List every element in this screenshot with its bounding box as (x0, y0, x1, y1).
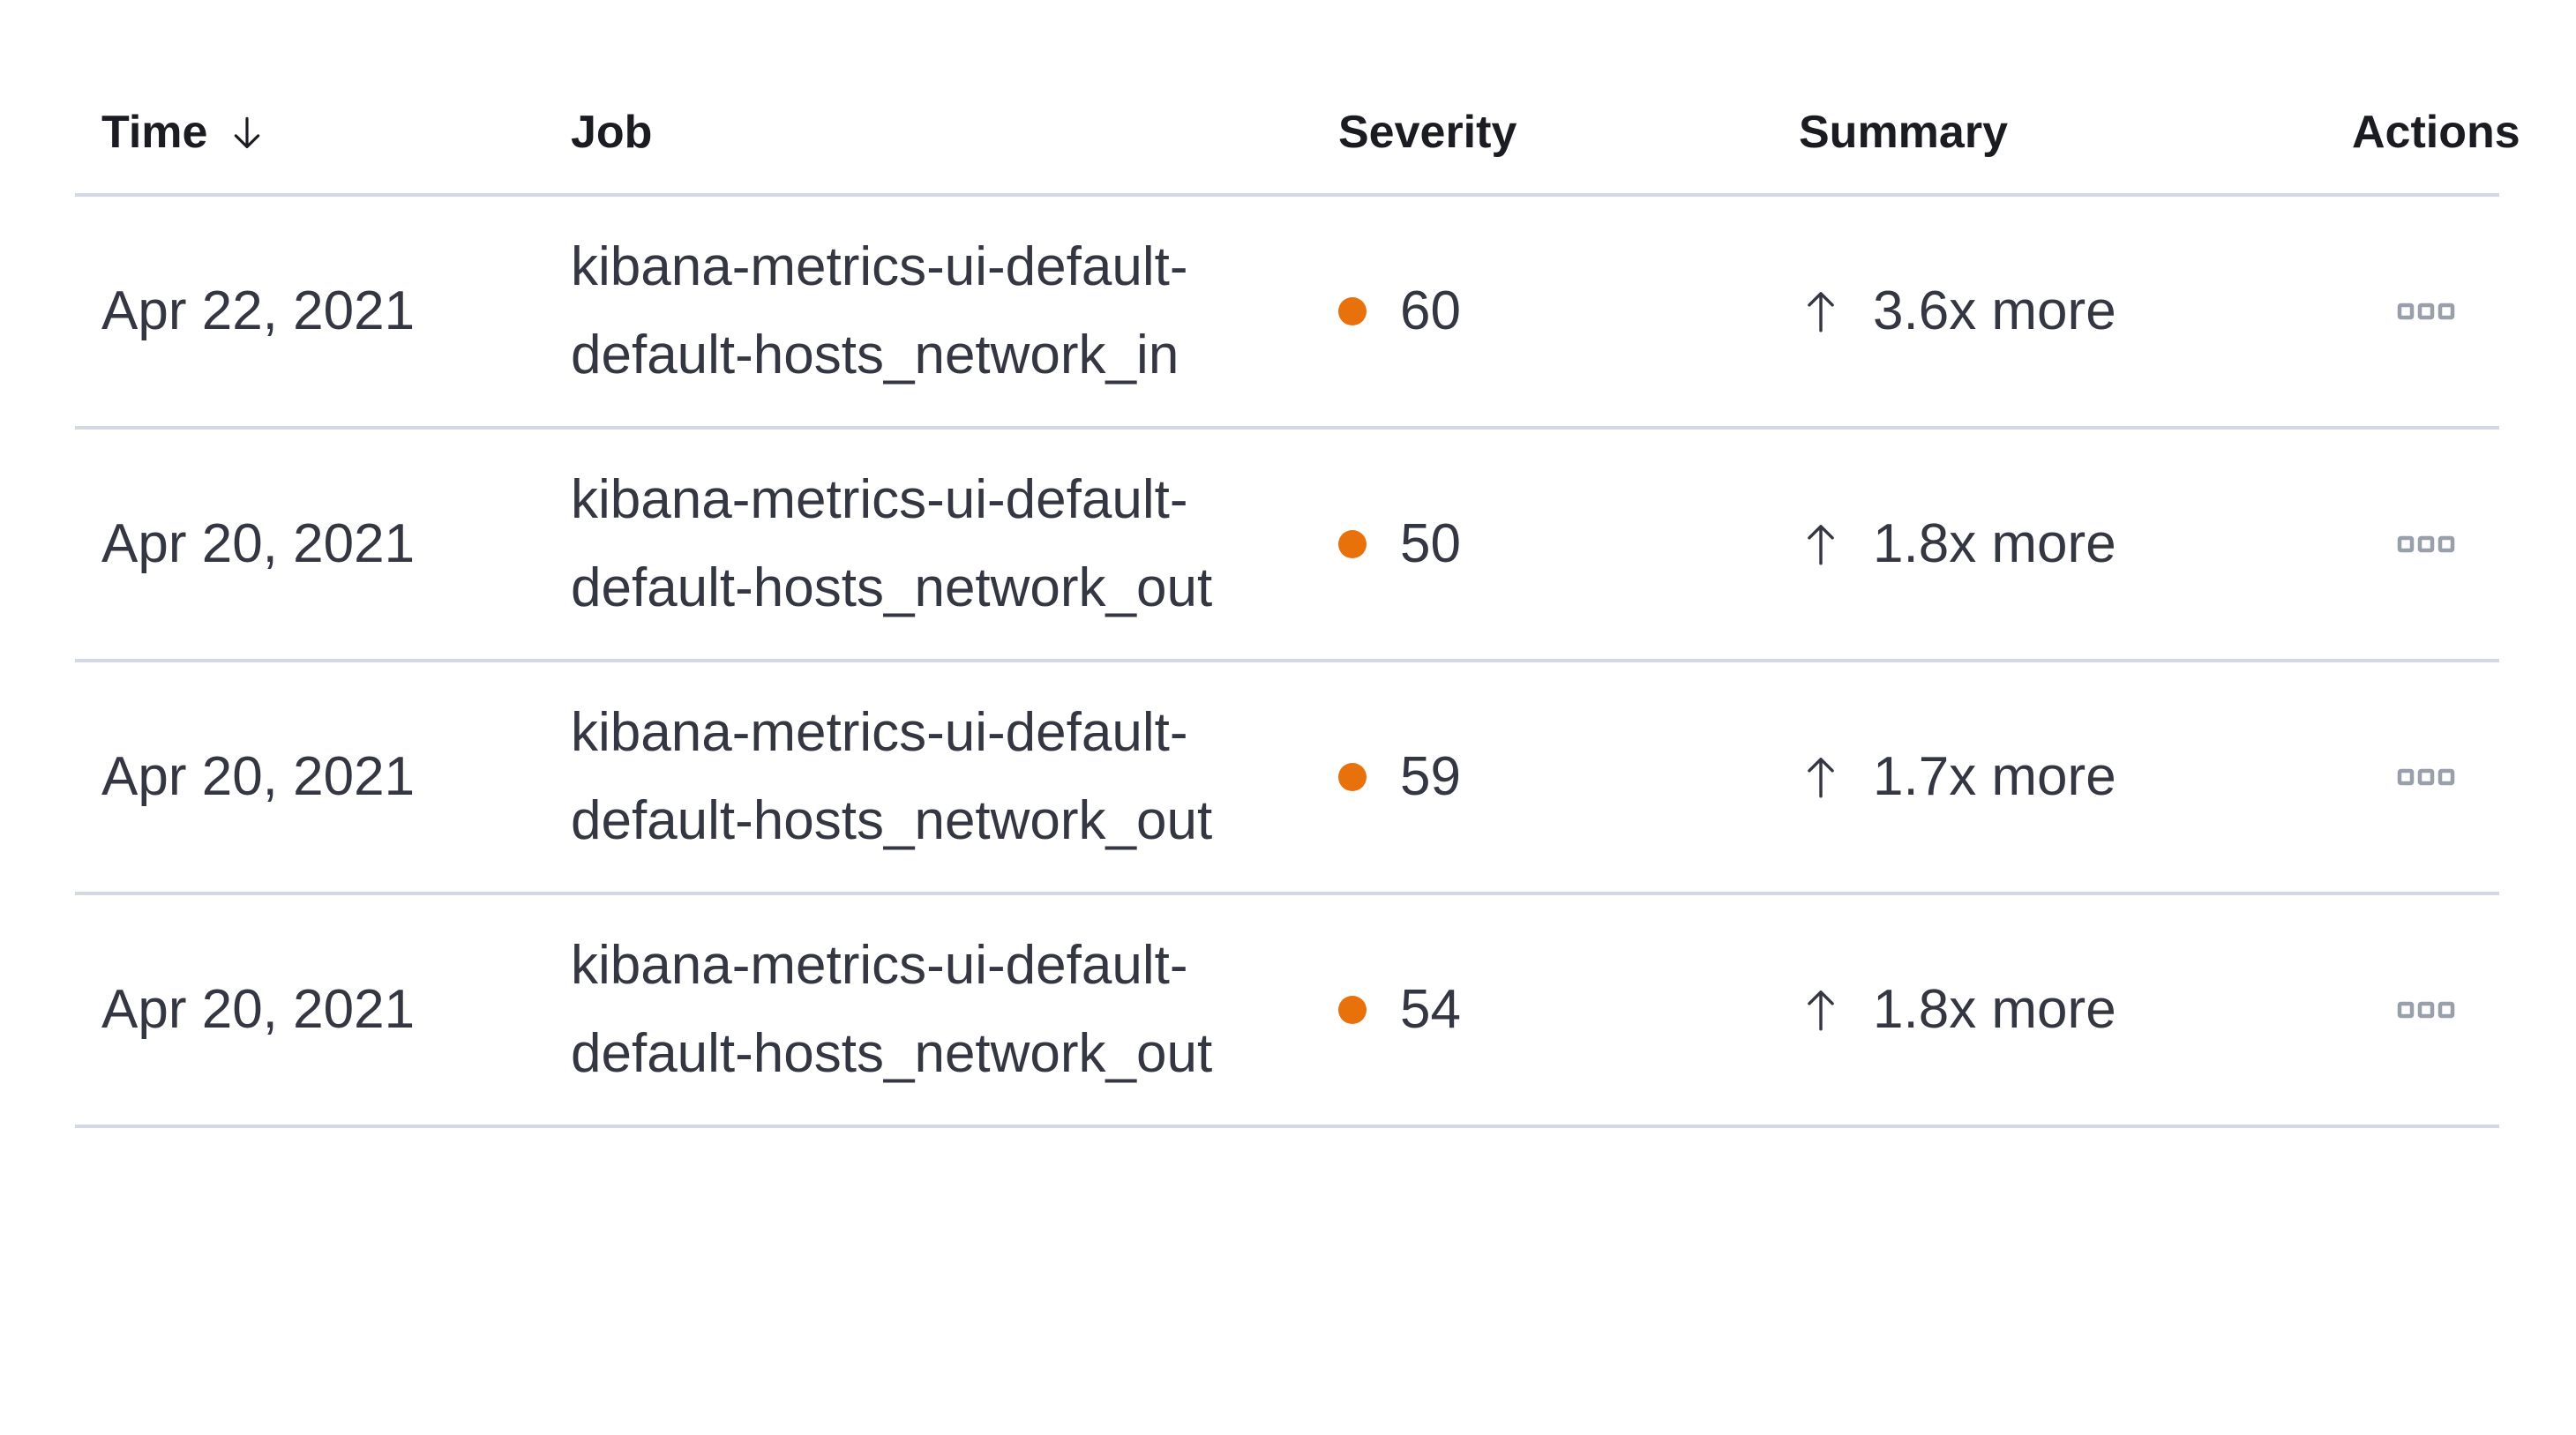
row-actions-button[interactable] (2388, 990, 2464, 1029)
row-actions-button[interactable] (2388, 292, 2464, 331)
cell-severity: 59 (1312, 744, 1772, 810)
table-row: Apr 20, 2021 kibana-metrics-ui-default- … (75, 895, 2499, 1128)
summary-text: 3.6x more (1873, 280, 2116, 341)
severity-dot-icon (1338, 762, 1367, 791)
job-name-line-2: default-hosts_network_out (571, 1023, 1213, 1084)
job-name-line-2: default-hosts_network_in (571, 325, 1179, 385)
severity-score: 60 (1400, 280, 1461, 341)
cell-severity: 54 (1312, 977, 1772, 1043)
row-actions-button[interactable] (2388, 525, 2464, 564)
severity-score: 50 (1400, 512, 1461, 574)
table-row: Apr 20, 2021 kibana-metrics-ui-default- … (75, 430, 2499, 662)
column-header-job-label: Job (571, 107, 653, 159)
cell-time: Apr 20, 2021 (101, 512, 416, 574)
summary-text: 1.8x more (1873, 978, 2116, 1040)
cell-severity: 60 (1312, 279, 1772, 344)
cell-job: kibana-metrics-ui-default- default-hosts… (544, 922, 1312, 1098)
summary-text: 1.8x more (1873, 512, 2116, 574)
severity-score: 54 (1400, 978, 1461, 1040)
job-name-line-1: kibana-metrics-ui-default- (571, 702, 1188, 763)
summary-text: 1.7x more (1873, 745, 2116, 807)
table-body: Apr 22, 2021 kibana-metrics-ui-default- … (75, 197, 2499, 1128)
sort-descending-icon (227, 113, 267, 153)
job-name-line-1: kibana-metrics-ui-default- (571, 469, 1188, 530)
row-actions-button[interactable] (2388, 758, 2464, 796)
cell-job: kibana-metrics-ui-default- default-hosts… (544, 689, 1312, 865)
job-name-line-1: kibana-metrics-ui-default- (571, 236, 1188, 297)
job-name-line-1: kibana-metrics-ui-default- (571, 935, 1188, 996)
cell-actions (2325, 758, 2499, 796)
severity-score: 59 (1400, 745, 1461, 807)
column-header-summary[interactable]: Summary (1772, 107, 2325, 160)
anomalies-table: Time Job Severity Summary Actions Apr 22… (75, 0, 2520, 1128)
column-header-time-label: Time (101, 107, 208, 159)
boxes-horizontal-icon (2397, 1001, 2454, 1019)
cell-job: kibana-metrics-ui-default- default-hosts… (544, 456, 1312, 632)
boxes-horizontal-icon (2397, 768, 2454, 786)
cell-summary: 1.8x more (1772, 512, 2325, 577)
up-arrow-icon (1799, 287, 1843, 336)
severity-dot-icon (1338, 529, 1367, 558)
column-header-actions-label: Actions (2352, 107, 2520, 159)
up-arrow-icon (1799, 985, 1843, 1035)
boxes-horizontal-icon (2397, 535, 2454, 553)
column-header-severity[interactable]: Severity (1312, 107, 1772, 160)
cell-actions (2325, 990, 2499, 1029)
cell-time: Apr 20, 2021 (101, 978, 416, 1040)
cell-summary: 1.7x more (1772, 744, 2325, 810)
cell-job: kibana-metrics-ui-default- default-hosts… (544, 223, 1312, 400)
column-header-summary-label: Summary (1799, 107, 2008, 159)
job-name-line-2: default-hosts_network_out (571, 790, 1213, 851)
boxes-horizontal-icon (2397, 303, 2454, 320)
table-header-row: Time Job Severity Summary Actions (75, 0, 2520, 197)
cell-time: Apr 22, 2021 (101, 280, 416, 341)
table-row: Apr 20, 2021 kibana-metrics-ui-default- … (75, 662, 2499, 895)
cell-time: Apr 20, 2021 (101, 745, 416, 807)
column-header-actions: Actions (2325, 107, 2520, 160)
column-header-job[interactable]: Job (544, 107, 1312, 160)
column-header-time[interactable]: Time (75, 107, 544, 160)
table-row: Apr 22, 2021 kibana-metrics-ui-default- … (75, 197, 2499, 430)
cell-actions (2325, 292, 2499, 331)
up-arrow-icon (1799, 752, 1843, 802)
column-header-severity-label: Severity (1338, 107, 1517, 159)
job-name-line-2: default-hosts_network_out (571, 557, 1213, 618)
up-arrow-icon (1799, 519, 1843, 569)
severity-dot-icon (1338, 995, 1367, 1024)
severity-dot-icon (1338, 296, 1367, 325)
cell-summary: 3.6x more (1772, 279, 2325, 344)
cell-actions (2325, 525, 2499, 564)
cell-severity: 50 (1312, 512, 1772, 577)
cell-summary: 1.8x more (1772, 977, 2325, 1043)
